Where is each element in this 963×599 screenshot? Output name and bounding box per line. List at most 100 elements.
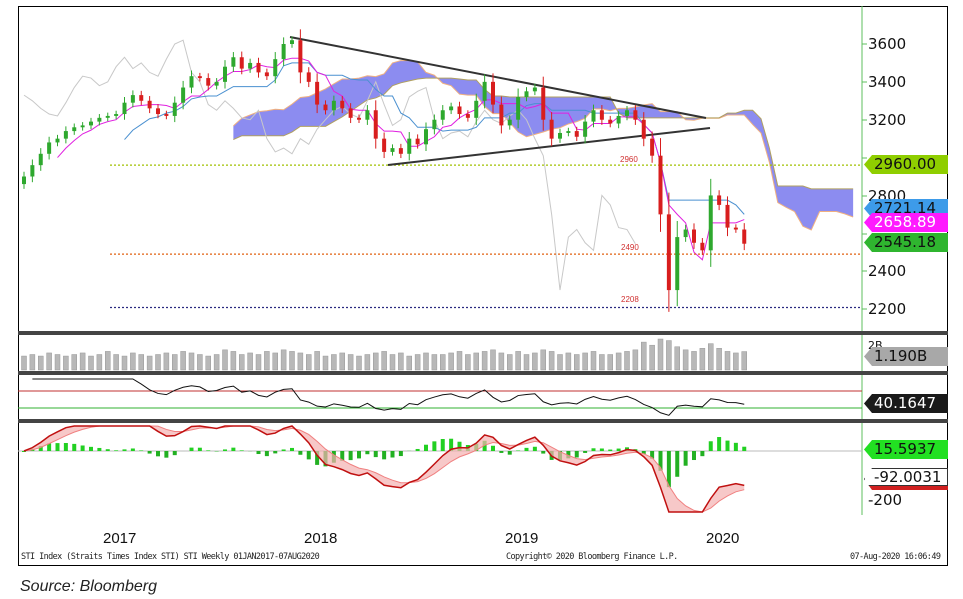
candle-body — [22, 176, 26, 185]
candle-body — [55, 138, 60, 143]
chart-frame — [18, 6, 948, 566]
macd-histogram-bar — [340, 451, 345, 461]
macd-histogram-bar — [206, 450, 211, 451]
candle-body — [264, 72, 269, 77]
volume-bar — [314, 351, 320, 371]
instrument-label: STI Index (Straits Times Index STI) STI … — [21, 552, 320, 562]
volume-bar — [29, 354, 36, 371]
macd-histogram-bar — [239, 450, 244, 451]
volume-bar — [548, 351, 555, 371]
price-tag-last: 2545.18 — [864, 233, 948, 252]
macd-histogram-bar — [306, 451, 311, 460]
macd-histogram-bar — [80, 445, 85, 451]
volume-bar — [691, 351, 697, 371]
volume-bar — [565, 352, 572, 371]
timestamp: 07-Aug-2020 16:06:49 — [850, 552, 941, 562]
candle-body — [248, 62, 253, 69]
macd-signal-tag: 15.5937 — [864, 440, 948, 459]
volume-bar — [255, 354, 262, 371]
candle-body — [742, 229, 747, 244]
panel-separator — [18, 419, 948, 423]
x-tick: 2017 — [103, 530, 137, 547]
candle-body — [625, 110, 629, 116]
candle-body — [130, 95, 135, 103]
macd-histogram-bar — [156, 451, 160, 457]
candle-body — [197, 76, 202, 79]
macd-histogram-bar — [725, 440, 730, 451]
macd-histogram-bar — [298, 451, 303, 455]
y-tick: 2400 — [868, 262, 907, 280]
candle-body — [331, 100, 336, 111]
volume-bar — [264, 351, 270, 371]
candle-body — [139, 95, 144, 101]
candle-body — [449, 106, 454, 111]
volume-bar — [322, 355, 329, 371]
candle-body — [390, 148, 395, 152]
level-label-2490: 2490 — [621, 243, 639, 252]
candle-body — [683, 229, 688, 238]
macd-histogram-bar — [114, 450, 119, 451]
volume-bar — [79, 352, 86, 371]
candle-body — [97, 117, 102, 122]
candle-body — [323, 104, 328, 111]
volume-bar — [481, 351, 488, 371]
volume-bar — [674, 346, 680, 371]
candle-body — [80, 125, 85, 128]
volume-bar — [398, 352, 404, 371]
candle-body — [641, 119, 646, 139]
candle-body — [566, 131, 571, 133]
macd-line — [23, 425, 745, 513]
candle-body — [558, 132, 562, 139]
volume-bar — [54, 354, 61, 371]
volume-bar — [46, 352, 52, 371]
panel-separator — [18, 371, 948, 375]
candle-body — [114, 114, 119, 116]
volume-bar — [473, 352, 479, 371]
volume-bar — [716, 348, 722, 371]
macd-histogram-bar — [683, 451, 688, 466]
macd-signal-line — [23, 425, 745, 513]
macd-histogram-bar — [373, 451, 378, 458]
macd-histogram-bar — [72, 443, 77, 451]
macd-histogram-bar — [55, 443, 60, 451]
macd-histogram-bar — [122, 449, 127, 451]
candle-body — [650, 138, 655, 156]
macd-histogram-bar — [130, 448, 135, 451]
candle-body — [206, 78, 211, 86]
volume-bar — [456, 351, 463, 371]
volume-bar — [356, 355, 362, 371]
volume-bar — [582, 352, 588, 371]
candle-body — [733, 227, 738, 230]
macd-histogram-bar — [532, 446, 537, 451]
volume-bar — [649, 344, 655, 371]
candle-body — [524, 91, 529, 98]
candle-body — [532, 87, 537, 92]
macd-histogram-bar — [223, 449, 227, 451]
volume-bar — [381, 351, 387, 371]
candle-body — [38, 153, 43, 166]
macd-histogram-bar — [717, 437, 722, 451]
volume-bar — [414, 354, 421, 371]
candle-body — [574, 131, 579, 137]
volume-bar — [599, 354, 605, 371]
candle-body — [457, 106, 462, 115]
source-caption: Source: Bloomberg — [20, 578, 157, 595]
candle-body — [156, 108, 160, 115]
volume-bar — [733, 352, 739, 371]
macd-histogram-bar — [357, 451, 361, 459]
candle-body — [105, 115, 110, 118]
candle-body — [315, 81, 320, 105]
volume-bar — [741, 351, 747, 371]
volume-bar — [213, 354, 220, 371]
volume-bar — [724, 351, 731, 371]
candle-body — [633, 110, 638, 120]
candle-body — [189, 76, 194, 88]
volume-bar — [498, 352, 505, 371]
candle-body — [491, 81, 495, 105]
volume-bar — [574, 354, 580, 371]
candle-body — [223, 66, 227, 82]
price-tag-2960: 2960.00 — [864, 155, 948, 174]
panel-separator — [18, 331, 948, 335]
candle-body — [147, 100, 152, 109]
volume-bar — [306, 354, 312, 371]
